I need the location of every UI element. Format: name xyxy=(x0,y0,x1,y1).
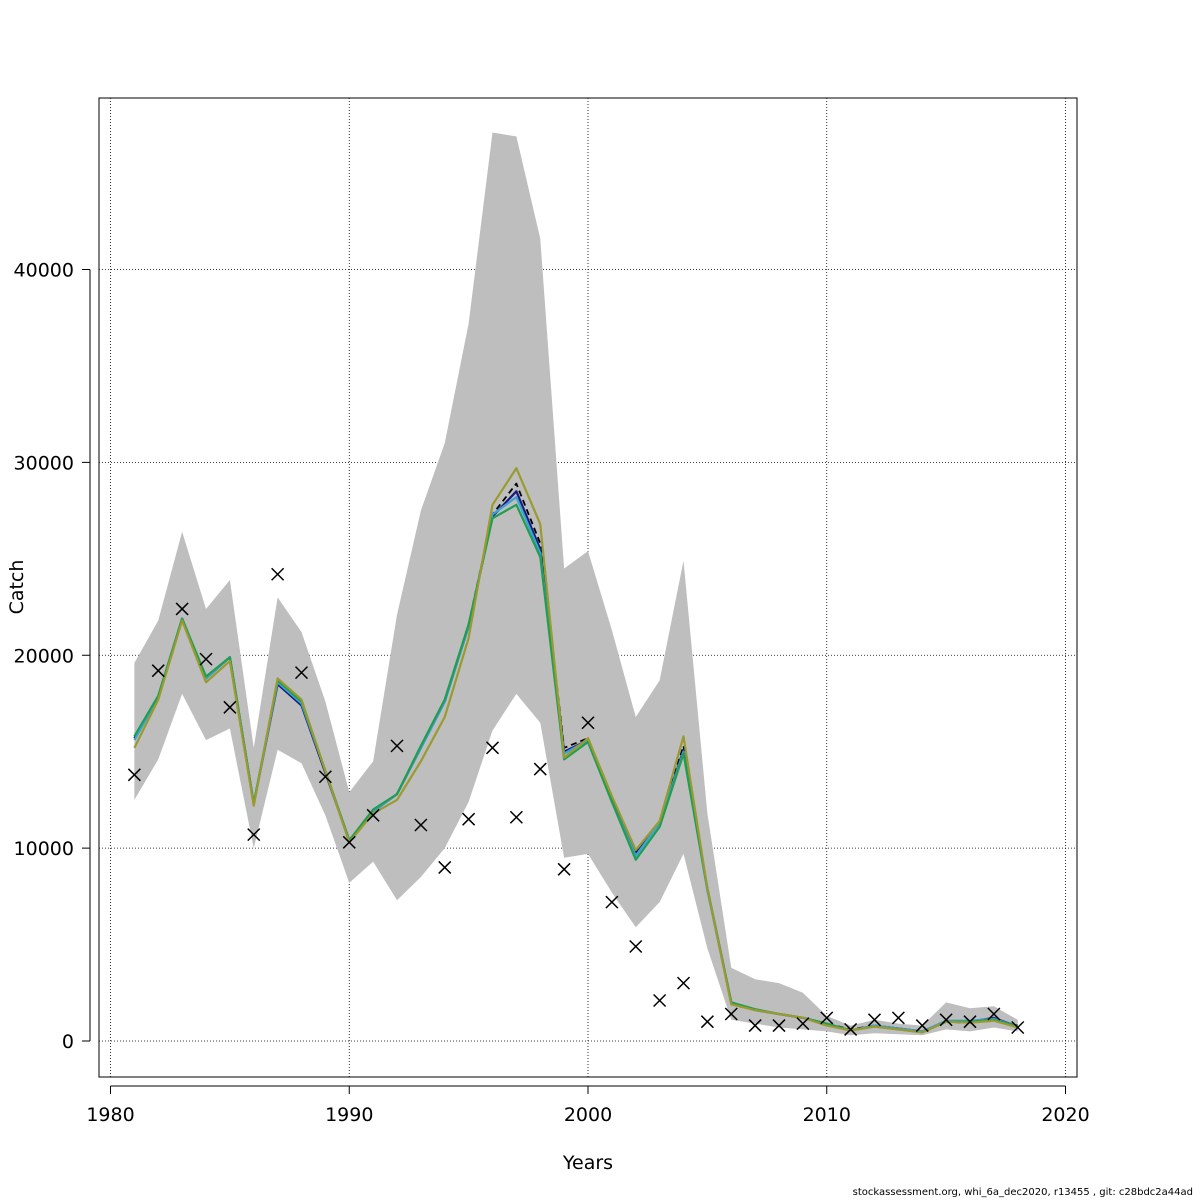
observed-point xyxy=(557,862,571,876)
observed-point xyxy=(438,860,452,874)
observed-point-stroke xyxy=(1011,1020,1025,1035)
observed-point-stroke xyxy=(438,860,452,874)
series-line-5 xyxy=(133,467,1019,1034)
observed-point xyxy=(820,1011,834,1025)
observed-point-stroke xyxy=(629,939,643,954)
observed-point xyxy=(891,1011,905,1025)
confidence-band xyxy=(134,132,1018,1036)
observed-point xyxy=(676,976,691,990)
observed-point xyxy=(533,762,547,776)
x-tick-label: 2010 xyxy=(803,1104,851,1126)
observed-point xyxy=(867,1013,882,1027)
observed-point xyxy=(772,1019,786,1033)
x-tick-label: 2020 xyxy=(1041,1104,1089,1126)
observed-point-stroke xyxy=(676,976,691,990)
observed-point xyxy=(175,602,189,616)
observed-point-stroke xyxy=(366,808,380,822)
observed-point xyxy=(366,808,380,822)
observed-point xyxy=(844,1022,858,1036)
observed-point-stroke xyxy=(796,1017,810,1031)
observed-point-stroke xyxy=(748,1019,762,1033)
observed-point-stroke xyxy=(294,666,309,680)
x-tick-label: 1990 xyxy=(325,1104,373,1126)
observed-point-stroke xyxy=(772,1019,786,1033)
plot-frame xyxy=(98,97,1078,1078)
observed-point xyxy=(700,1015,714,1029)
observed-point-stroke xyxy=(963,1015,977,1029)
observed-point-stroke xyxy=(605,895,619,909)
confidence-band-layer xyxy=(134,132,1018,1036)
observed-point xyxy=(199,652,213,666)
observed-point xyxy=(151,664,165,678)
observed-point-stroke xyxy=(987,1007,1001,1021)
observed-point-stroke xyxy=(844,1022,858,1036)
y-tick-label: 0 xyxy=(62,1031,74,1053)
observed-point xyxy=(605,895,619,909)
x-tick-label: 1980 xyxy=(86,1104,134,1126)
observed-point-stroke xyxy=(653,993,667,1008)
observed-point-stroke xyxy=(127,768,141,782)
observed-point-stroke xyxy=(915,1019,929,1033)
y-tick-label: 20000 xyxy=(14,645,74,667)
footer-note: stockassessment.org, whi_6a_dec2020, r13… xyxy=(853,1187,1193,1198)
x-tick-label: 2000 xyxy=(564,1104,612,1126)
observed-point xyxy=(414,818,428,832)
observed-point-stroke xyxy=(485,741,500,755)
observed-point-stroke xyxy=(891,1011,905,1025)
observed-point-stroke xyxy=(700,1015,714,1029)
observed-point xyxy=(987,1007,1001,1021)
y-tick-label: 30000 xyxy=(14,452,74,474)
observed-point-stroke xyxy=(199,652,213,666)
observed-point xyxy=(724,1007,738,1021)
axes: 1980 1990 2000 2010 2020 0 10000 20000 30000 4000… xyxy=(14,97,1090,1126)
observed-point xyxy=(581,716,595,730)
y-tick-label: 40000 xyxy=(14,260,74,282)
observed-point-stroke xyxy=(247,828,261,842)
observed-point-stroke xyxy=(939,1013,953,1027)
observed-catch-layer xyxy=(127,567,1025,1036)
observed-point-stroke xyxy=(271,567,285,581)
x-axis-title: Years xyxy=(562,1152,613,1174)
observed-point xyxy=(796,1017,810,1031)
observed-point xyxy=(653,993,667,1008)
observed-point xyxy=(485,741,500,755)
observed-point-stroke xyxy=(533,762,547,776)
observed-point-stroke xyxy=(557,862,571,876)
observed-point xyxy=(390,739,404,753)
observed-point-stroke xyxy=(724,1007,738,1021)
observed-point-stroke xyxy=(390,739,404,753)
observed-point-stroke xyxy=(820,1011,834,1025)
observed-point-stroke xyxy=(867,1013,882,1027)
observed-point-stroke xyxy=(151,664,165,678)
observed-point xyxy=(915,1019,929,1033)
series-layer xyxy=(133,467,1019,1034)
observed-point xyxy=(1011,1020,1025,1035)
observed-point xyxy=(509,810,523,824)
observed-point-stroke xyxy=(462,812,476,826)
observed-point xyxy=(294,666,309,680)
observed-point-stroke xyxy=(414,818,428,832)
observed-point-stroke xyxy=(175,602,189,616)
observed-point xyxy=(127,768,141,782)
y-axis-title: Catch xyxy=(6,560,28,615)
observed-point-stroke xyxy=(342,835,356,849)
y-tick-label: 10000 xyxy=(14,838,74,860)
observed-point xyxy=(629,939,643,954)
observed-point xyxy=(462,812,476,826)
observed-point xyxy=(223,700,237,714)
observed-point xyxy=(342,835,356,849)
observed-point-stroke xyxy=(318,770,332,784)
observed-point xyxy=(963,1015,977,1029)
observed-point xyxy=(748,1019,762,1033)
observed-point xyxy=(939,1013,953,1027)
observed-point xyxy=(318,770,332,784)
observed-point-stroke xyxy=(581,716,595,730)
observed-point-stroke xyxy=(223,700,237,714)
observed-point xyxy=(271,567,285,581)
observed-point-stroke xyxy=(509,810,523,824)
observed-point xyxy=(247,828,261,842)
